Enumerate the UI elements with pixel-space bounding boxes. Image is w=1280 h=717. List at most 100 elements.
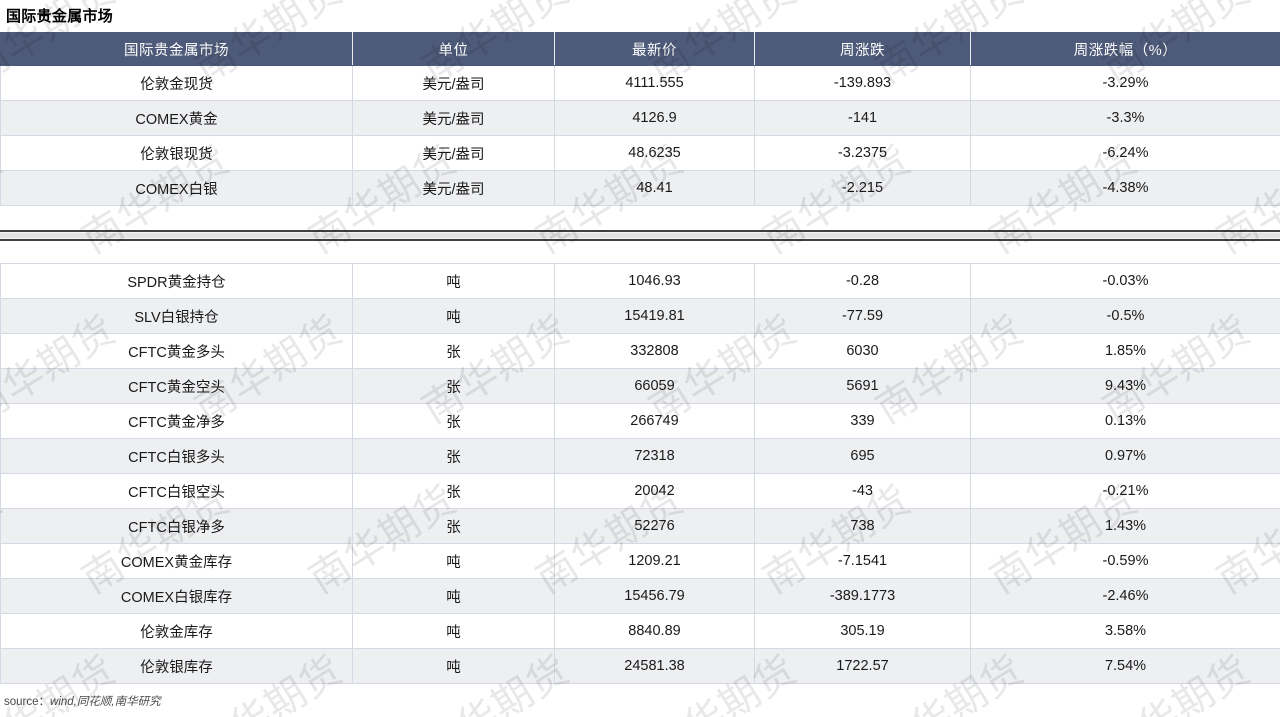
cell-pct: -0.5%: [970, 298, 1280, 334]
table-row: COMEX黄金库存吨 1209.21 -7.1541 -0.59%: [0, 543, 1280, 579]
cell-name: 伦敦银库存: [0, 648, 353, 684]
cell-change: -3.2375: [754, 135, 971, 171]
cell-price: 24581.38: [554, 648, 755, 684]
section-divider-inner: [0, 232, 1280, 239]
cell-unit: 美元/盎司: [352, 170, 555, 206]
section-divider: [0, 230, 1280, 241]
cell-pct: 1.85%: [970, 333, 1280, 369]
cell-name: COMEX黄金: [0, 100, 353, 136]
cell-name: 伦敦金现货: [0, 65, 353, 101]
cell-unit: 张: [352, 508, 555, 544]
cell-price: 52276: [554, 508, 755, 544]
column-header-change: 周涨跌: [754, 32, 971, 66]
table-row: SPDR黄金持仓吨 1046.93 -0.28 -0.03%: [0, 263, 1280, 299]
table-row: 伦敦金现货 美元/盎司 4111.555 -139.893 -3.29%: [0, 65, 1280, 101]
cell-unit: 吨: [352, 648, 555, 684]
cell-unit: 美元/盎司: [352, 135, 555, 171]
cell-name: CFTC白银净多: [0, 508, 353, 544]
cell-change: 5691: [754, 368, 971, 404]
cell-change: -7.1541: [754, 543, 971, 579]
cell-name: CFTC白银空头: [0, 473, 353, 509]
cell-change: 738: [754, 508, 971, 544]
cell-price: 266749: [554, 403, 755, 439]
cell-change: -141: [754, 100, 971, 136]
cell-change: 339: [754, 403, 971, 439]
table-row: CFTC白银净多张 52276 738 1.43%: [0, 508, 1280, 544]
column-header-unit: 单位: [352, 32, 555, 66]
cell-change: 6030: [754, 333, 971, 369]
table-row: CFTC白银多头张 72318 695 0.97%: [0, 438, 1280, 474]
table-row: CFTC黄金空头张 66059 5691 9.43%: [0, 368, 1280, 404]
precious-metals-price-table: 国际贵金属市场 单位 最新价 周涨跌 周涨跌幅（%） 伦敦金现货 美元/盎司 411…: [0, 32, 1280, 206]
cell-change: 695: [754, 438, 971, 474]
cell-change: -139.893: [754, 65, 971, 101]
column-header-name: 国际贵金属市场: [0, 32, 353, 66]
cell-unit: 吨: [352, 263, 555, 299]
cell-name: COMEX黄金库存: [0, 543, 353, 579]
source-note: source：wind,同花顺,南华研究: [0, 684, 1280, 709]
table-row: CFTC黄金多头张 332808 6030 1.85%: [0, 333, 1280, 369]
table-row: 伦敦金库存吨 8840.89 305.19 3.58%: [0, 613, 1280, 649]
cell-unit: 吨: [352, 298, 555, 334]
cell-pct: 0.13%: [970, 403, 1280, 439]
cell-pct: 1.43%: [970, 508, 1280, 544]
cell-pct: 0.97%: [970, 438, 1280, 474]
cell-pct: 3.58%: [970, 613, 1280, 649]
cell-unit: 张: [352, 368, 555, 404]
cell-price: 20042: [554, 473, 755, 509]
cell-pct: -6.24%: [970, 135, 1280, 171]
table-header-row: 国际贵金属市场 单位 最新价 周涨跌 周涨跌幅（%）: [0, 32, 1280, 66]
cell-unit: 张: [352, 403, 555, 439]
cell-pct: -0.59%: [970, 543, 1280, 579]
cell-unit: 美元/盎司: [352, 100, 555, 136]
cell-change: -77.59: [754, 298, 971, 334]
table-spacer-lower: [0, 241, 1280, 263]
table-row: 伦敦银现货 美元/盎司 48.6235 -3.2375 -6.24%: [0, 135, 1280, 171]
cell-name: CFTC黄金净多: [0, 403, 353, 439]
cell-pct: 7.54%: [970, 648, 1280, 684]
cell-name: CFTC白银多头: [0, 438, 353, 474]
cell-price: 332808: [554, 333, 755, 369]
cell-unit: 张: [352, 333, 555, 369]
cell-price: 4126.9: [554, 100, 755, 136]
cell-change: -43: [754, 473, 971, 509]
cell-unit: 张: [352, 438, 555, 474]
source-label: source：: [4, 696, 51, 708]
cell-pct: -2.46%: [970, 578, 1280, 614]
cell-unit: 吨: [352, 578, 555, 614]
cell-price: 15419.81: [554, 298, 755, 334]
page-title: 国际贵金属市场: [6, 8, 114, 25]
cell-unit: 吨: [352, 543, 555, 579]
cell-unit: 吨: [352, 613, 555, 649]
column-header-price: 最新价: [554, 32, 755, 66]
cell-pct: -0.21%: [970, 473, 1280, 509]
cell-price: 1046.93: [554, 263, 755, 299]
cell-pct: 9.43%: [970, 368, 1280, 404]
cell-price: 66059: [554, 368, 755, 404]
cell-name: CFTC黄金空头: [0, 368, 353, 404]
cell-name: CFTC黄金多头: [0, 333, 353, 369]
table-row: COMEX白银库存吨 15456.79 -389.1773 -2.46%: [0, 578, 1280, 614]
table-spacer: [0, 206, 1280, 230]
cell-change: 305.19: [754, 613, 971, 649]
cell-price: 4111.555: [554, 65, 755, 101]
cell-name: COMEX白银: [0, 170, 353, 206]
table-row: COMEX白银 美元/盎司 48.41 -2.215 -4.38%: [0, 170, 1280, 206]
source-value: wind,同花顺,南华研究: [50, 696, 161, 708]
cell-price: 8840.89: [554, 613, 755, 649]
cell-price: 72318: [554, 438, 755, 474]
cell-pct: -3.3%: [970, 100, 1280, 136]
table-row: SLV白银持仓吨 15419.81 -77.59 -0.5%: [0, 298, 1280, 334]
cell-pct: -4.38%: [970, 170, 1280, 206]
cell-change: 1722.57: [754, 648, 971, 684]
cell-unit: 美元/盎司: [352, 65, 555, 101]
table-row: COMEX黄金 美元/盎司 4126.9 -141 -3.3%: [0, 100, 1280, 136]
cell-pct: -3.29%: [970, 65, 1280, 101]
cell-pct: -0.03%: [970, 263, 1280, 299]
cell-name: COMEX白银库存: [0, 578, 353, 614]
table-row: CFTC白银空头张 20042 -43 -0.21%: [0, 473, 1280, 509]
cell-price: 48.6235: [554, 135, 755, 171]
cell-name: 伦敦银现货: [0, 135, 353, 171]
cell-name: SPDR黄金持仓: [0, 263, 353, 299]
